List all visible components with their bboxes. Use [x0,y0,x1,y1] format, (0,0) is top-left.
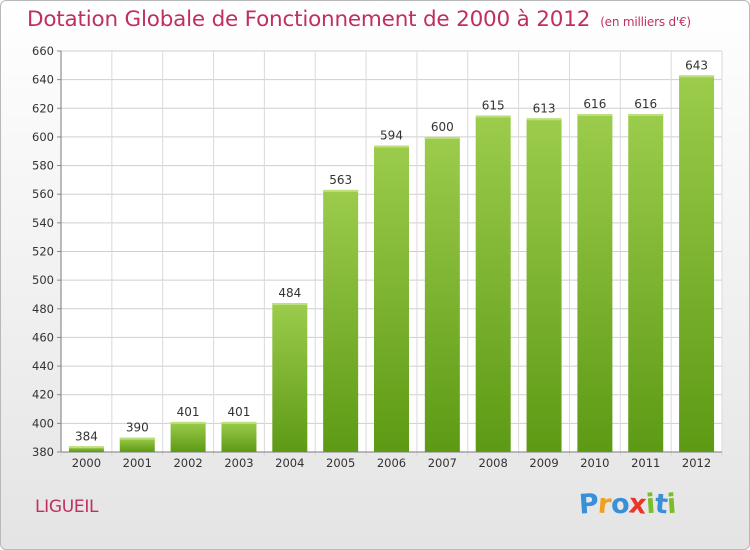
bar-highlight [119,437,155,440]
x-tick-label: 2003 [224,456,253,470]
bar-value-label: 401 [228,405,251,419]
bar-value-label: 616 [634,97,657,111]
y-tick-label: 420 [32,388,54,402]
bar-value-label: 384 [75,429,98,443]
y-tick-label: 460 [32,330,54,344]
y-tick-label: 520 [32,245,54,259]
y-tick-label: 600 [32,130,54,144]
x-tick-label: 2005 [326,456,355,470]
y-tick-label: 500 [32,273,54,287]
bar-value-label: 615 [482,98,505,112]
bar [272,303,308,452]
x-tick-label: 2010 [580,456,609,470]
bar [170,421,206,452]
bar-highlight [628,114,664,117]
bar-highlight [68,446,104,449]
x-tick-label: 2011 [631,456,660,470]
bar [475,115,511,453]
x-tick-label: 2002 [173,456,202,470]
bar-highlight [475,115,511,118]
bar-value-label: 643 [685,58,708,72]
x-tick-label: 2000 [72,456,101,470]
bar [679,75,715,452]
x-tick-label: 2008 [479,456,508,470]
bar [119,437,155,452]
bar-value-label: 484 [278,286,301,300]
place-name: LIGUEIL [35,497,99,517]
bar-highlight [679,75,715,78]
bar-value-label: 616 [583,97,606,111]
x-tick-label: 2006 [377,456,406,470]
bar-highlight [374,145,409,148]
bar [526,118,562,452]
bar [323,189,359,453]
bar-value-label: 563 [329,173,352,187]
bar [424,136,460,452]
x-tick-label: 2007 [428,456,457,470]
bar [628,114,664,452]
bar-highlight [424,136,460,139]
bar [577,114,613,452]
bar-value-label: 613 [533,101,556,115]
y-tick-label: 620 [32,101,54,115]
y-tick-label: 440 [32,359,54,373]
bar-highlight [577,114,613,117]
x-tick-label: 2012 [682,456,711,470]
y-tick-label: 660 [32,44,54,58]
y-tick-label: 640 [32,73,54,87]
bar-value-label: 390 [126,421,149,435]
x-tick-label: 2009 [529,456,558,470]
logo-letter: i [666,488,678,521]
proxiti-logo[interactable]: Proxiti [578,488,678,521]
x-tick-label: 2001 [123,456,152,470]
bar [374,145,409,452]
bar-value-label: 401 [177,405,200,419]
bar-highlight [170,421,206,424]
y-tick-label: 400 [32,416,54,430]
chart-unit-label: (en milliers d'€) [600,15,691,29]
chart-title-text: Dotation Globale de Fonctionnement de 20… [27,7,591,32]
x-tick-label: 2004 [275,456,304,470]
bar-value-label: 594 [380,129,403,143]
bar-value-label: 600 [431,120,454,134]
bar [221,421,257,452]
bar-highlight [221,421,257,424]
y-tick-label: 580 [32,159,54,173]
bar [68,446,104,452]
bar-highlight [323,189,359,192]
y-tick-label: 560 [32,187,54,201]
bar-highlight [526,118,562,121]
y-tick-label: 540 [32,216,54,230]
y-tick-label: 480 [32,302,54,316]
bar-highlight [272,303,308,306]
y-tick-label: 380 [32,445,54,459]
chart-title: Dotation Globale de Fonctionnement de 20… [27,7,691,32]
